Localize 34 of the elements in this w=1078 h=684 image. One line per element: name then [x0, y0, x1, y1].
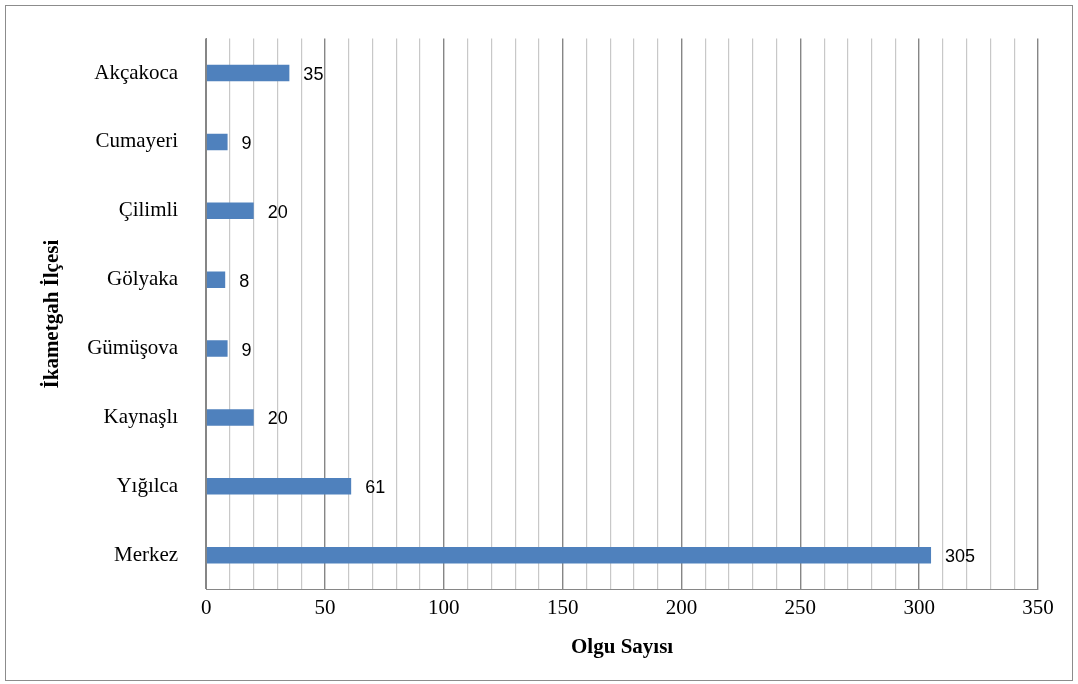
y-tick-label: Yığılca	[116, 472, 179, 497]
x-tick-label: 200	[665, 594, 698, 619]
x-tick-label: 0	[200, 594, 212, 619]
bar	[206, 271, 226, 288]
bar	[206, 409, 254, 426]
data-label: 9	[241, 339, 252, 360]
y-tick-label: Çilimli	[118, 197, 179, 222]
x-tick-label: 100	[428, 594, 460, 619]
bar	[206, 202, 254, 220]
y-tick-label: Gümüşova	[87, 335, 179, 360]
x-tick-label: 350	[1022, 594, 1054, 619]
data-label: 61	[365, 477, 386, 498]
y-tick-label: Akçakoca	[94, 59, 179, 84]
bar	[206, 64, 290, 82]
y-tick-label: Gölyaka	[107, 266, 179, 291]
data-label: 20	[267, 408, 288, 429]
x-tick-label: 50	[314, 594, 336, 619]
data-label: 8	[239, 270, 250, 291]
data-label: 35	[303, 64, 324, 85]
bar	[206, 478, 352, 495]
x-tick-label: 150	[546, 594, 579, 619]
data-label: 20	[267, 201, 288, 222]
bar	[206, 133, 228, 151]
data-label: 305	[945, 546, 976, 567]
y-axis-title: İkametgah İlçesi	[39, 239, 64, 389]
x-tick-label: 250	[784, 594, 817, 619]
x-tick-label: 300	[903, 594, 935, 619]
data-label: 9	[241, 132, 252, 153]
x-axis-title: Olgu Sayısı	[571, 633, 674, 658]
y-tick-label: Kaynaşlı	[103, 403, 179, 428]
bar	[206, 546, 932, 564]
y-tick-label: Merkez	[114, 541, 179, 566]
bar	[206, 340, 228, 357]
y-tick-label: Cumayeri	[95, 128, 179, 153]
